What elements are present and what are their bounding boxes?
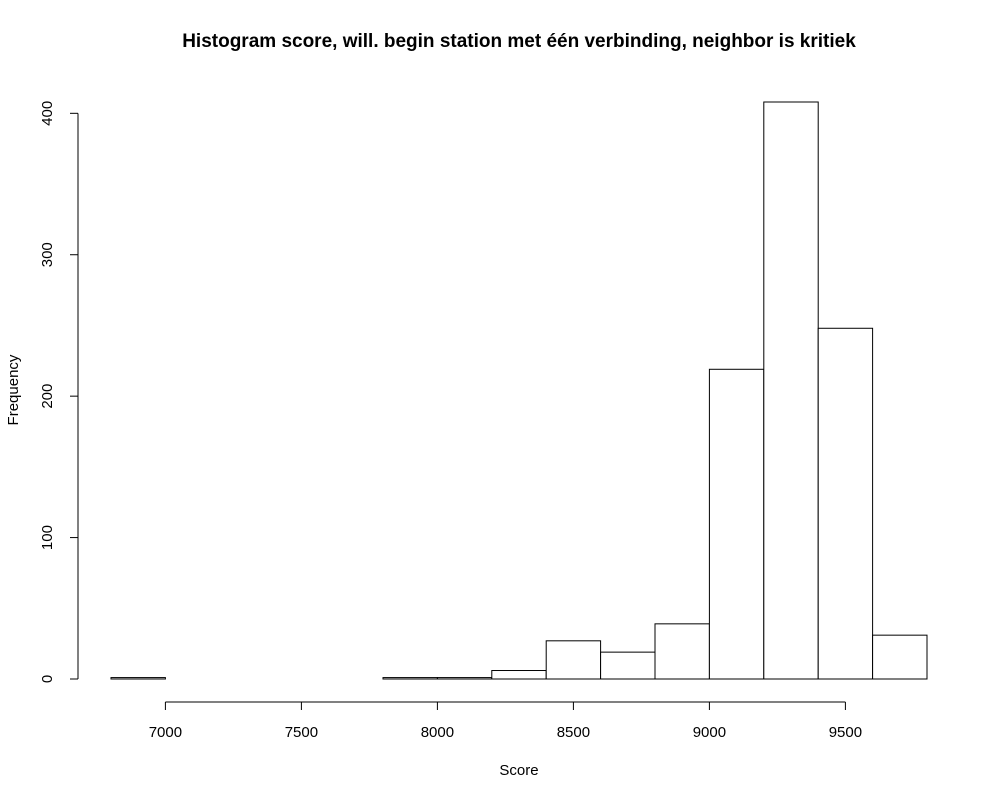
- y-axis-label: Frequency: [5, 354, 22, 425]
- y-tick-label: 200: [39, 384, 56, 409]
- x-axis-label: Score: [499, 762, 538, 779]
- histogram-bar: [872, 634, 928, 680]
- x-tick-label: 9000: [693, 724, 726, 741]
- y-tick-label: 100: [39, 525, 56, 550]
- histogram-bars: [110, 101, 928, 680]
- x-tick-label: 7500: [285, 724, 318, 741]
- x-axis: 7000 7500 8000 8500 9000 9500: [149, 701, 862, 741]
- histogram-bar: [708, 368, 765, 680]
- y-tick-label: 300: [39, 242, 56, 267]
- x-tick-label: 8000: [421, 724, 454, 741]
- histogram-bar: [382, 677, 438, 680]
- y-tick-label: 0: [39, 675, 56, 683]
- x-tick-label: 7000: [149, 724, 182, 741]
- y-tick-label: 400: [39, 101, 56, 126]
- histogram-bar: [110, 677, 166, 680]
- histogram-bar: [654, 623, 710, 680]
- histogram-bar: [600, 651, 656, 680]
- y-axis: 0 100 200 300 400: [39, 101, 79, 683]
- x-tick-label: 8500: [557, 724, 590, 741]
- chart-title: Histogram score, will. begin station met…: [182, 31, 856, 52]
- histogram-bar: [545, 640, 602, 680]
- histogram-bar: [436, 677, 493, 680]
- histogram-bar: [817, 327, 874, 680]
- histogram-bar: [491, 670, 547, 680]
- histogram-bar: [763, 101, 819, 680]
- x-tick-label: 9500: [829, 724, 862, 741]
